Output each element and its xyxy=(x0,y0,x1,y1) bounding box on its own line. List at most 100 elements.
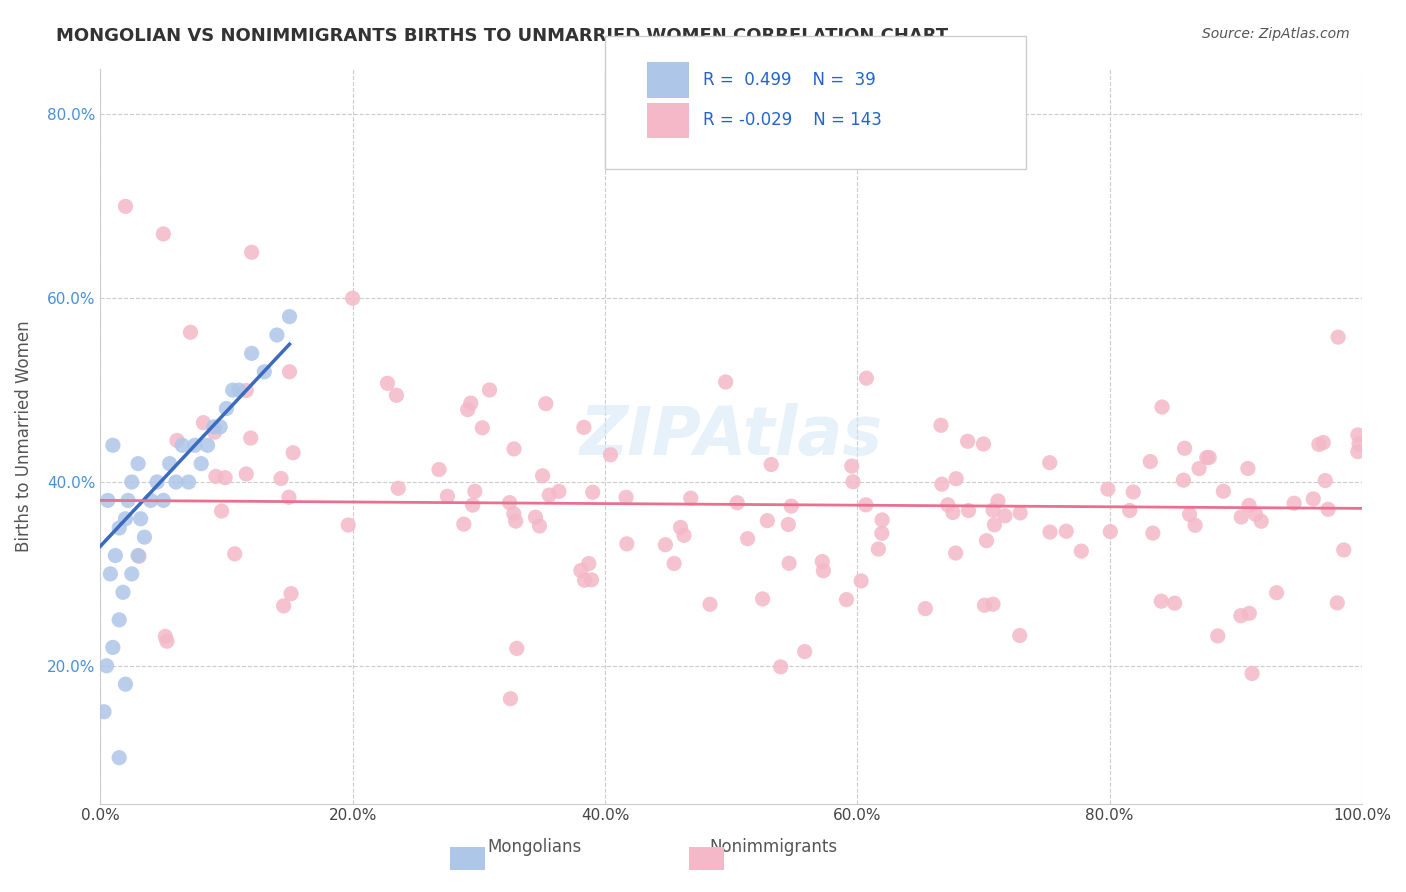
Point xyxy=(529,519,551,533)
Point xyxy=(96,658,118,673)
Point xyxy=(114,512,136,526)
Point xyxy=(117,493,139,508)
Point xyxy=(1039,456,1062,470)
Text: MONGOLIAN VS NONIMMIGRANTS BIRTHS TO UNMARRIED WOMEN CORRELATION CHART: MONGOLIAN VS NONIMMIGRANTS BIRTHS TO UNM… xyxy=(56,27,949,45)
Point xyxy=(278,310,301,324)
Point xyxy=(337,518,360,533)
Point xyxy=(981,503,1004,517)
Point xyxy=(98,566,121,581)
Point xyxy=(1241,666,1264,681)
Point xyxy=(1212,484,1234,499)
Point xyxy=(111,585,134,599)
Point xyxy=(228,383,250,397)
Point xyxy=(1184,518,1206,533)
Point xyxy=(994,508,1017,523)
Point xyxy=(761,458,783,472)
Point xyxy=(868,542,890,557)
Point xyxy=(101,640,124,655)
Text: Mongolians: Mongolians xyxy=(486,838,582,856)
Point xyxy=(972,437,994,451)
Point xyxy=(574,573,596,587)
Point xyxy=(1150,400,1173,414)
Point xyxy=(1099,524,1122,539)
Point xyxy=(1174,442,1197,456)
Point xyxy=(1302,491,1324,506)
Point xyxy=(215,401,238,416)
Point xyxy=(931,477,953,491)
Point xyxy=(1237,461,1260,475)
Point xyxy=(1317,502,1340,516)
Point xyxy=(190,457,212,471)
Point xyxy=(987,494,1010,508)
Point xyxy=(266,328,288,343)
Point xyxy=(471,421,494,435)
Point xyxy=(97,493,120,508)
Point xyxy=(235,467,257,481)
Text: Source: ZipAtlas.com: Source: ZipAtlas.com xyxy=(1202,27,1350,41)
Point xyxy=(202,420,225,434)
Point xyxy=(104,549,127,563)
Y-axis label: Births to Unmarried Women: Births to Unmarried Women xyxy=(15,320,32,552)
Point xyxy=(1230,608,1253,623)
Point xyxy=(1122,485,1144,500)
Point xyxy=(855,371,877,385)
Point xyxy=(172,438,194,452)
Point xyxy=(273,599,295,613)
Point xyxy=(1173,473,1195,487)
Point xyxy=(1333,543,1355,558)
Point xyxy=(849,574,872,588)
Point xyxy=(1097,482,1119,496)
Point xyxy=(211,504,233,518)
Point xyxy=(427,462,450,476)
Point xyxy=(1308,437,1330,451)
Point xyxy=(669,520,692,534)
Point xyxy=(811,555,834,569)
Point xyxy=(121,475,143,489)
Point xyxy=(936,498,959,512)
Point xyxy=(464,484,486,499)
Point xyxy=(152,493,174,508)
Point xyxy=(870,513,893,527)
Point xyxy=(240,245,263,260)
Point xyxy=(1282,496,1305,510)
Point xyxy=(1008,628,1031,642)
Point xyxy=(793,644,815,658)
Point xyxy=(385,388,408,402)
Point xyxy=(1206,629,1229,643)
Point xyxy=(121,566,143,581)
Point xyxy=(1347,428,1369,442)
Point xyxy=(101,438,124,452)
Point xyxy=(1010,506,1032,520)
Point xyxy=(139,493,162,508)
Point xyxy=(1265,586,1288,600)
Point xyxy=(1239,607,1261,621)
Point xyxy=(222,383,245,397)
Point xyxy=(342,291,364,305)
Point xyxy=(281,446,304,460)
Point xyxy=(156,634,179,648)
Text: ZIPAtlas: ZIPAtlas xyxy=(579,403,883,469)
Point xyxy=(146,475,169,489)
Point xyxy=(531,468,554,483)
Point xyxy=(945,472,967,486)
Point xyxy=(870,526,893,541)
Point xyxy=(1237,499,1260,513)
Point xyxy=(942,506,965,520)
Point xyxy=(1315,474,1337,488)
Point xyxy=(835,592,858,607)
Point xyxy=(166,434,188,448)
Point xyxy=(751,591,773,606)
Point xyxy=(654,538,676,552)
Point xyxy=(159,457,181,471)
Point xyxy=(278,365,301,379)
Point xyxy=(498,496,520,510)
Point xyxy=(460,396,482,410)
Point xyxy=(929,418,952,433)
Point xyxy=(503,442,526,456)
Point xyxy=(129,512,152,526)
Point xyxy=(209,420,232,434)
Point xyxy=(1139,454,1161,468)
Point xyxy=(193,416,215,430)
Point xyxy=(478,383,501,397)
Point xyxy=(204,425,226,439)
